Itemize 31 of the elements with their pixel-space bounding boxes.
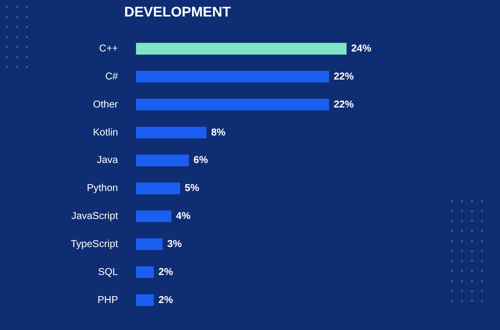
data-label: 6% bbox=[194, 155, 208, 166]
data-label: 8% bbox=[211, 127, 226, 138]
y-tick-label: Python bbox=[86, 183, 118, 194]
bar bbox=[136, 182, 180, 194]
bar bbox=[136, 294, 154, 306]
bar bbox=[136, 70, 330, 83]
y-tick-label: TypeScript bbox=[70, 238, 118, 250]
bar bbox=[136, 126, 206, 138]
data-label: 2% bbox=[158, 294, 174, 306]
bar bbox=[136, 42, 347, 55]
bar bbox=[136, 266, 154, 278]
y-tick-label: SQL bbox=[98, 266, 118, 278]
data-label: 3% bbox=[167, 238, 182, 250]
y-tick-label: C# bbox=[105, 71, 118, 82]
bar bbox=[136, 154, 189, 166]
y-tick-label: JavaScript bbox=[71, 211, 118, 222]
y-tick-label: Java bbox=[96, 155, 118, 166]
chart-title: DEVELOPMENT bbox=[124, 3, 232, 20]
data-label: 2% bbox=[158, 266, 174, 278]
y-tick-label: PHP bbox=[97, 294, 118, 306]
bar bbox=[136, 210, 172, 222]
data-label: 22% bbox=[334, 71, 354, 82]
data-label: 22% bbox=[334, 99, 354, 110]
data-label: 5% bbox=[184, 183, 200, 194]
data-label: 4% bbox=[176, 211, 191, 222]
y-tick-label: C++ bbox=[99, 44, 118, 55]
y-tick-label: Other bbox=[92, 99, 119, 110]
y-tick-label: Kotlin bbox=[92, 127, 118, 138]
data-label: 24% bbox=[351, 44, 372, 55]
bar bbox=[136, 238, 163, 250]
bar bbox=[136, 98, 330, 110]
